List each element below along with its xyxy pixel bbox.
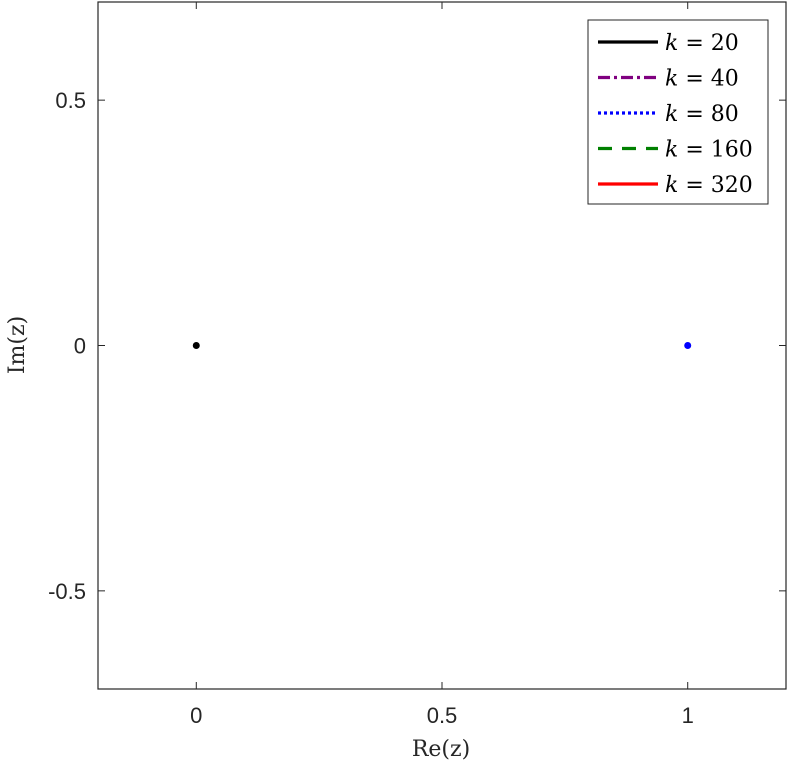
legend-label-series-1: k = 40: [665, 67, 739, 92]
x-tick-label: 0: [190, 703, 202, 728]
x-tick-label: 0.5: [427, 703, 458, 728]
y-tick-label: 0.5: [55, 88, 86, 113]
legend-label-series-2: k = 80: [665, 102, 739, 127]
legend-label-series-4: k = 320: [665, 173, 753, 198]
data-marks: [192, 342, 692, 349]
x-tick-label: 1: [682, 703, 694, 728]
y-axis-label: Im(z): [5, 316, 30, 374]
y-tick-label: -0.5: [48, 579, 86, 604]
legend-label-series-0: k = 20: [665, 31, 739, 56]
data-point-series-0: [192, 342, 200, 349]
legend-label-series-3: k = 160: [665, 138, 753, 163]
data-point-series-2: [684, 342, 692, 349]
axis-ticks: 0 0.5 1 -0.5 0 0.5: [48, 2, 786, 728]
x-axis-label: Re(z): [412, 737, 470, 762]
legend-box: [587, 19, 769, 205]
legend: k = 20 k = 40 k = 80 k = 160 k = 320: [587, 19, 769, 205]
y-tick-label: 0: [74, 334, 86, 359]
